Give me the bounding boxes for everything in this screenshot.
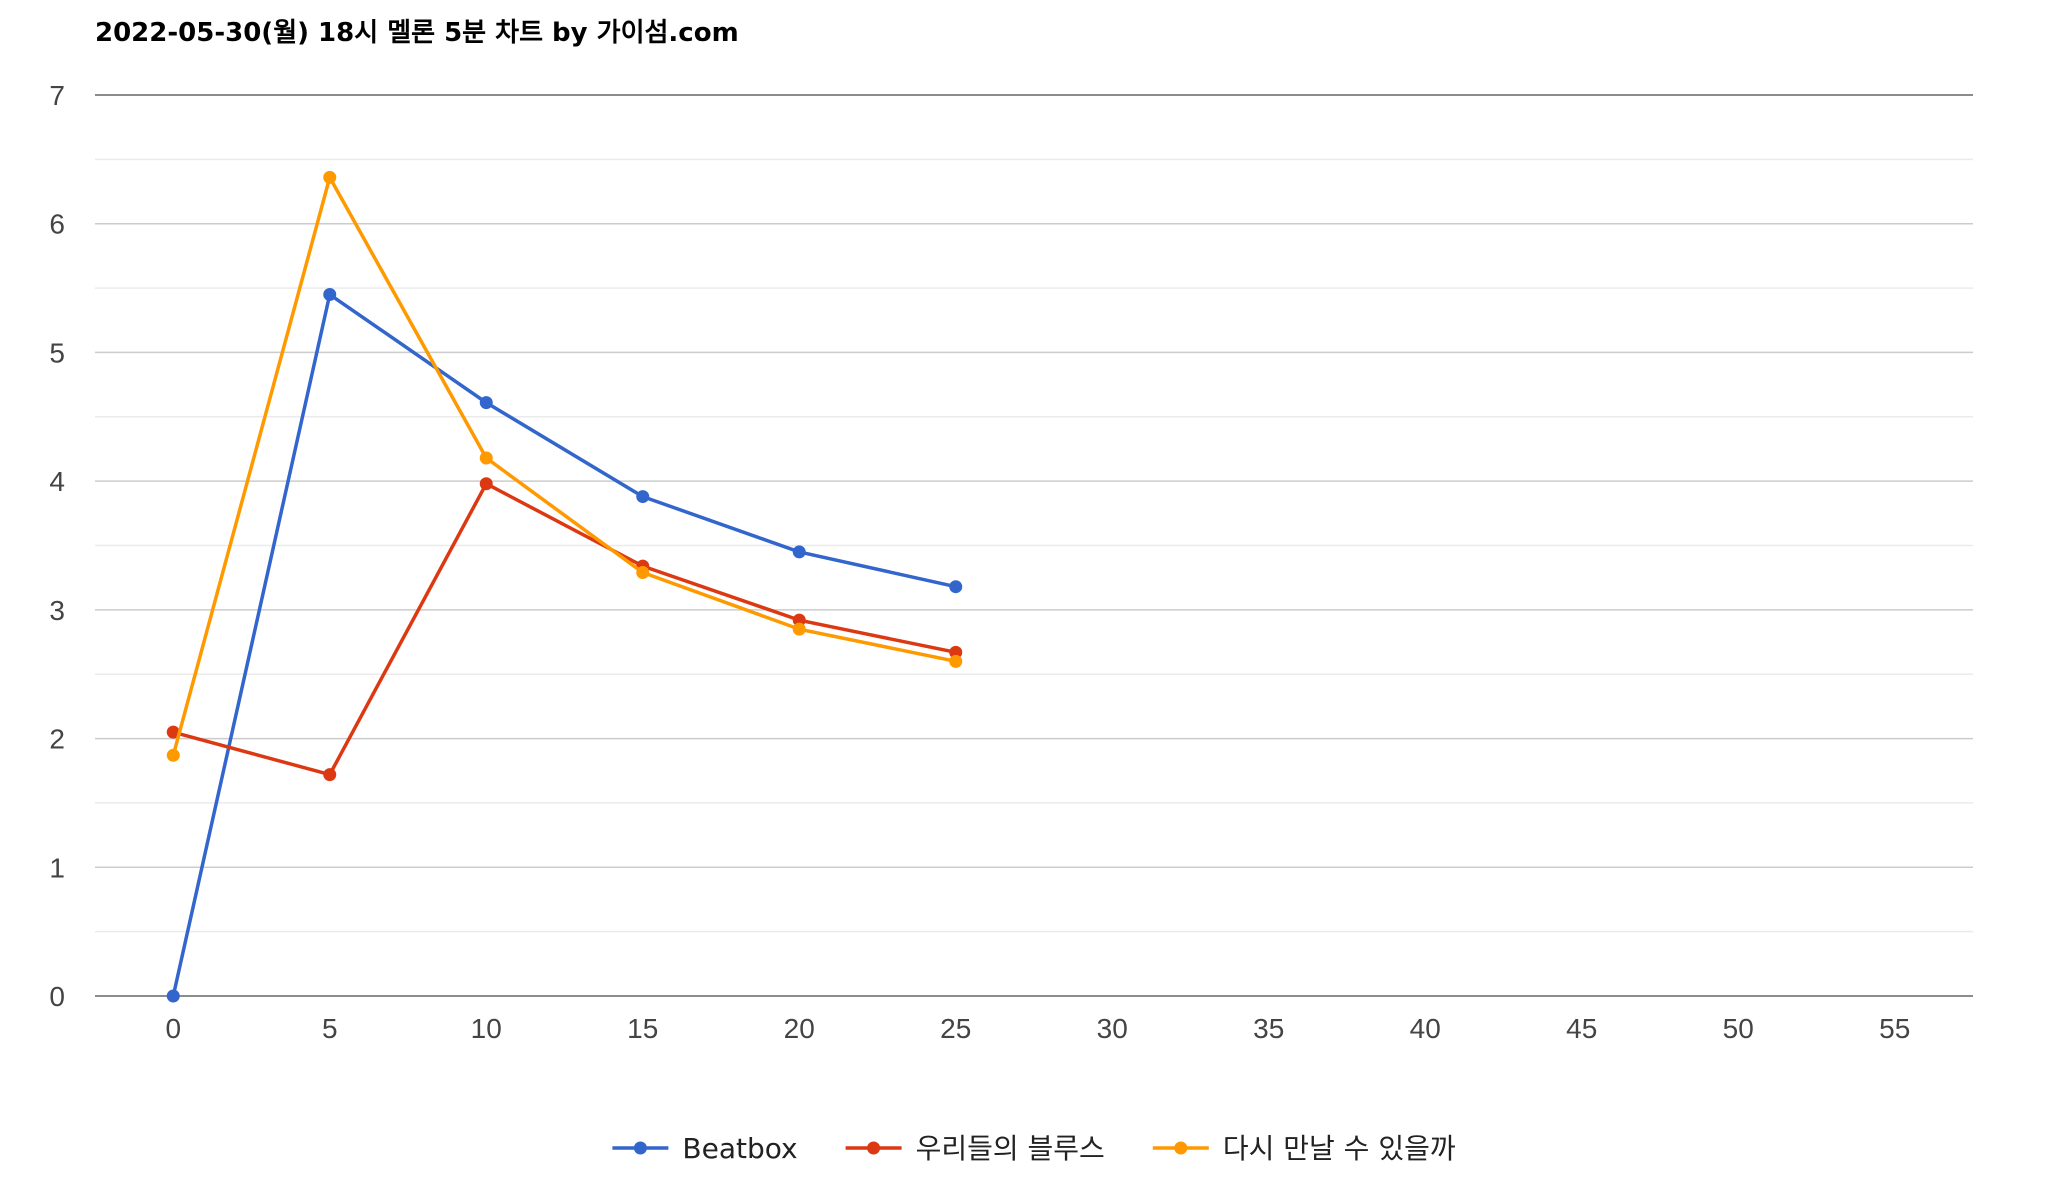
data-point[interactable]: [636, 490, 650, 504]
y-tick-label: 1: [49, 852, 65, 883]
legend-item[interactable]: Beatbox: [612, 1132, 798, 1165]
legend-label: 다시 만날 수 있을까: [1223, 1132, 1456, 1165]
x-tick-label: 30: [1097, 1013, 1128, 1044]
series-line: [171, 175, 957, 756]
series-line: [171, 292, 957, 997]
x-tick-label: 25: [940, 1013, 971, 1044]
legend-item[interactable]: 다시 만날 수 있을까: [1152, 1132, 1456, 1165]
x-tick-label: 0: [165, 1013, 181, 1044]
data-point[interactable]: [636, 566, 650, 580]
x-tick-label: 45: [1566, 1013, 1597, 1044]
data-point[interactable]: [792, 545, 806, 559]
data-point[interactable]: [166, 748, 180, 762]
data-point[interactable]: [323, 170, 337, 184]
legend-marker: [633, 1141, 647, 1155]
x-tick-label: 40: [1410, 1013, 1441, 1044]
series-group: [166, 170, 963, 1003]
data-point[interactable]: [949, 645, 963, 659]
data-point[interactable]: [479, 451, 493, 465]
grid: [95, 94, 1973, 997]
series-line: [172, 481, 957, 777]
data-point[interactable]: [792, 622, 806, 636]
x-tick-label: 55: [1879, 1013, 1910, 1044]
y-tick-label: 2: [49, 724, 65, 755]
y-tick-label: 0: [49, 981, 65, 1012]
y-tick-label: 4: [49, 466, 65, 497]
x-tick-label: 5: [322, 1013, 338, 1044]
x-tick-label: 50: [1723, 1013, 1754, 1044]
series-1: [166, 288, 963, 1003]
chart-title: 2022-05-30(월) 18시 멜론 5분 차트 by 가이섬.com: [95, 18, 739, 48]
legend-label: Beatbox: [682, 1132, 797, 1165]
x-tick-label: 35: [1253, 1013, 1284, 1044]
data-point[interactable]: [479, 396, 493, 410]
y-tick-label: 3: [49, 595, 65, 626]
y-tick-label: 7: [49, 80, 65, 111]
y-tick-label: 6: [49, 209, 65, 240]
x-tick-label: 20: [784, 1013, 815, 1044]
data-point[interactable]: [166, 989, 180, 1003]
data-point[interactable]: [792, 613, 806, 627]
legend-item[interactable]: 우리들의 블루스: [845, 1132, 1105, 1165]
x-tick-label: 10: [471, 1013, 502, 1044]
legend-marker: [1174, 1141, 1188, 1155]
x-tick-label: 15: [627, 1013, 658, 1044]
data-point[interactable]: [323, 288, 337, 302]
data-point[interactable]: [479, 477, 493, 491]
series-3: [166, 170, 963, 762]
data-point[interactable]: [949, 654, 963, 668]
legend-marker: [867, 1141, 881, 1155]
data-point[interactable]: [949, 580, 963, 594]
data-point[interactable]: [166, 725, 180, 739]
y-tick-label: 5: [49, 337, 65, 368]
legend: Beatbox 우리들의 블루스 다시 만날 수 있을까: [612, 1132, 1456, 1165]
legend-label: 우리들의 블루스: [916, 1132, 1105, 1165]
data-point[interactable]: [323, 768, 337, 782]
